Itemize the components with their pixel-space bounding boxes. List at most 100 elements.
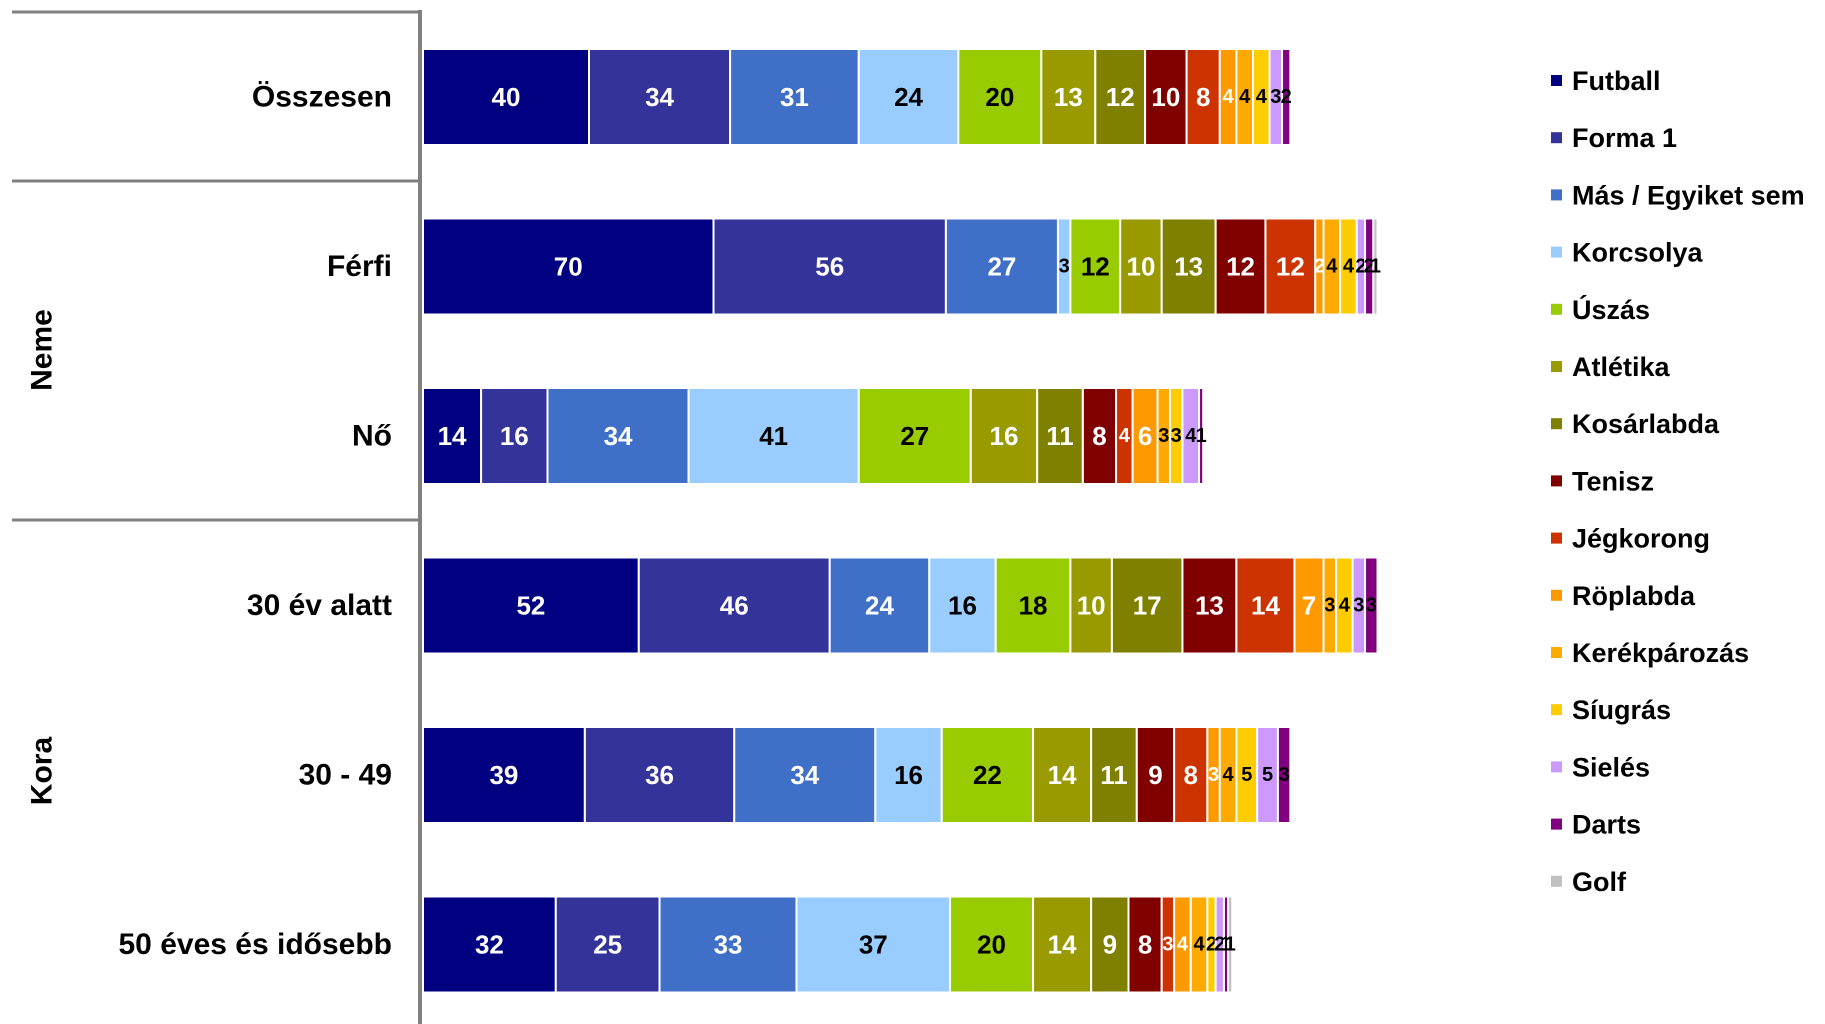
data-label-siugras-ferfi: 4 [1343, 256, 1355, 278]
bar-segment-kosarlabda-30-49 [1090, 726, 1138, 824]
data-label-siugras-osszesen: 4 [1256, 86, 1268, 108]
data-label-kerekparozas-30-49: 4 [1223, 764, 1235, 786]
data-label-forma-1-no: 16 [500, 421, 529, 451]
data-label-darts-50-eves-es-idosebb: 1 [1220, 934, 1231, 956]
data-label-uszas-no: 27 [900, 421, 929, 451]
data-label-mas-egyiket-sem-50-eves-es-idosebb: 33 [714, 930, 743, 960]
category-label-osszesen: Összesen [252, 81, 392, 114]
legend-label-tenisz: Tenisz [1572, 466, 1654, 496]
data-label-kerekparozas-ferfi: 4 [1326, 256, 1338, 278]
legend-swatch-uszas [1551, 303, 1562, 315]
data-label-korcsolya-ferfi: 3 [1059, 256, 1070, 278]
legend-swatch-atletika [1551, 361, 1562, 372]
data-label-futball-osszesen: 40 [492, 82, 521, 112]
bar-segment-mas-egyiket-sem-50-eves-es-idosebb [658, 895, 798, 994]
data-label-futball-30-ev-alatt: 52 [516, 591, 545, 621]
data-label-roplabda-50-eves-es-idosebb: 4 [1177, 934, 1189, 956]
legend-swatch-roplabda [1551, 589, 1562, 601]
bar-segment-kosarlabda-30-ev-alatt [1110, 556, 1184, 655]
data-label-forma-1-30-49: 36 [645, 760, 674, 790]
data-label-uszas-osszesen: 20 [985, 82, 1014, 112]
bar-segment-forma-1-50-eves-es-idosebb [554, 895, 661, 994]
legend-label-futball: Futball [1572, 66, 1661, 96]
data-label-mas-egyiket-sem-30-ev-alatt: 24 [865, 591, 894, 621]
data-label-kerekparozas-30-ev-alatt: 3 [1324, 595, 1335, 617]
data-label-sieles-30-ev-alatt: 3 [1353, 595, 1364, 617]
legend-swatch-siugras [1551, 704, 1562, 716]
data-label-darts-30-ev-alatt: 3 [1366, 595, 1377, 617]
bar-segment-roplabda-30-ev-alatt [1293, 556, 1325, 655]
data-label-jegkorong-50-eves-es-idosebb: 3 [1162, 934, 1173, 956]
group-label-neme: Neme [26, 309, 59, 391]
bar-segment-mas-egyiket-sem-no [546, 387, 690, 485]
data-label-golf-ferfi: 1 [1370, 256, 1381, 278]
data-label-mas-egyiket-sem-ferfi: 27 [987, 252, 1016, 282]
data-label-tenisz-30-ev-alatt: 13 [1195, 591, 1224, 621]
bar-segment-futball-30-49 [422, 726, 586, 824]
data-label-sieles-no: 4 [1185, 425, 1197, 447]
bar-segment-atletika-osszesen [1040, 48, 1097, 146]
data-label-tenisz-osszesen: 10 [1151, 82, 1180, 112]
data-label-korcsolya-30-ev-alatt: 16 [948, 591, 977, 621]
bar-segment-golf-50-eves-es-idosebb [1227, 895, 1234, 994]
bar-segment-korcsolya-no [687, 387, 860, 485]
data-label-futball-50-eves-es-idosebb: 32 [475, 930, 504, 960]
data-label-roplabda-no: 6 [1138, 421, 1152, 451]
bar-segment-tenisz-no [1081, 387, 1118, 485]
bar-segment-uszas-osszesen [957, 48, 1043, 146]
bar-segment-atletika-30-ev-alatt [1069, 556, 1113, 655]
data-label-jegkorong-no: 4 [1119, 425, 1131, 447]
category-label-30-ev-alatt: 30 év alatt [247, 589, 392, 622]
legend-swatch-tenisz [1551, 475, 1562, 487]
data-label-korcsolya-30-49: 16 [894, 760, 923, 790]
data-label-korcsolya-50-eves-es-idosebb: 37 [859, 930, 888, 960]
bar-segment-uszas-30-49 [940, 726, 1035, 824]
bar-segment-darts-no [1198, 387, 1205, 485]
data-label-tenisz-50-eves-es-idosebb: 8 [1138, 930, 1152, 960]
data-label-siugras-30-ev-alatt: 4 [1339, 595, 1351, 617]
bar-segment-darts-30-49 [1276, 726, 1292, 824]
bar-segment-futball-no [422, 387, 483, 485]
data-label-korcsolya-no: 41 [759, 421, 788, 451]
legend-label-atletika: Atlétika [1572, 352, 1671, 382]
bar-segment-uszas-no [857, 387, 972, 485]
data-label-roplabda-ferfi: 2 [1314, 256, 1325, 278]
data-label-jegkorong-ferfi: 12 [1276, 252, 1305, 282]
data-label-darts-no: 1 [1196, 425, 1207, 447]
data-label-forma-1-50-eves-es-idosebb: 25 [593, 930, 622, 960]
data-label-roplabda-30-49: 3 [1208, 764, 1219, 786]
legend-swatch-jegkorong [1551, 532, 1562, 544]
data-label-jegkorong-30-ev-alatt: 14 [1251, 591, 1280, 621]
data-label-atletika-ferfi: 10 [1126, 252, 1155, 282]
data-label-sieles-osszesen: 3 [1270, 86, 1281, 108]
bar-segment-mas-egyiket-sem-osszesen [729, 48, 860, 146]
data-label-atletika-50-eves-es-idosebb: 14 [1048, 930, 1077, 960]
legend-swatch-kerekparozas [1551, 647, 1562, 658]
legend-swatch-golf [1551, 875, 1562, 887]
data-label-kosarlabda-osszesen: 12 [1106, 82, 1135, 112]
data-label-forma-1-30-ev-alatt: 46 [720, 591, 749, 621]
legend-label-uszas: Úszás [1572, 294, 1650, 325]
bar-segment-forma-1-30-49 [583, 726, 736, 824]
data-label-korcsolya-osszesen: 24 [894, 82, 923, 112]
data-label-kosarlabda-no: 11 [1046, 421, 1074, 451]
data-label-siugras-50-eves-es-idosebb: 2 [1206, 934, 1217, 956]
bar-segment-futball-30-ev-alatt [422, 556, 640, 655]
legend-swatch-futball [1551, 75, 1562, 86]
legend-swatch-sieles [1551, 761, 1562, 773]
bar-segment-forma-1-no [480, 387, 549, 485]
data-label-futball-30-49: 39 [489, 760, 518, 790]
bar-segment-futball-50-eves-es-idosebb [422, 895, 557, 994]
bar-segment-kosarlabda-ferfi [1160, 217, 1217, 316]
data-label-sieles-30-49: 5 [1262, 764, 1273, 786]
bar-segment-forma-1-ferfi [712, 217, 947, 316]
bar-segment-mas-egyiket-sem-30-49 [733, 726, 877, 824]
legend-label-siugras: Síugrás [1572, 695, 1671, 725]
data-label-atletika-30-ev-alatt: 10 [1077, 591, 1106, 621]
legend-label-mas-egyiket-sem: Más / Egyiket sem [1572, 180, 1805, 210]
data-label-siugras-no: 3 [1171, 425, 1182, 447]
category-label-50-eves-es-idosebb: 50 éves és idősebb [119, 928, 393, 961]
category-label-ferfi: Férfi [327, 250, 392, 283]
legend-swatch-forma-1 [1551, 132, 1562, 144]
